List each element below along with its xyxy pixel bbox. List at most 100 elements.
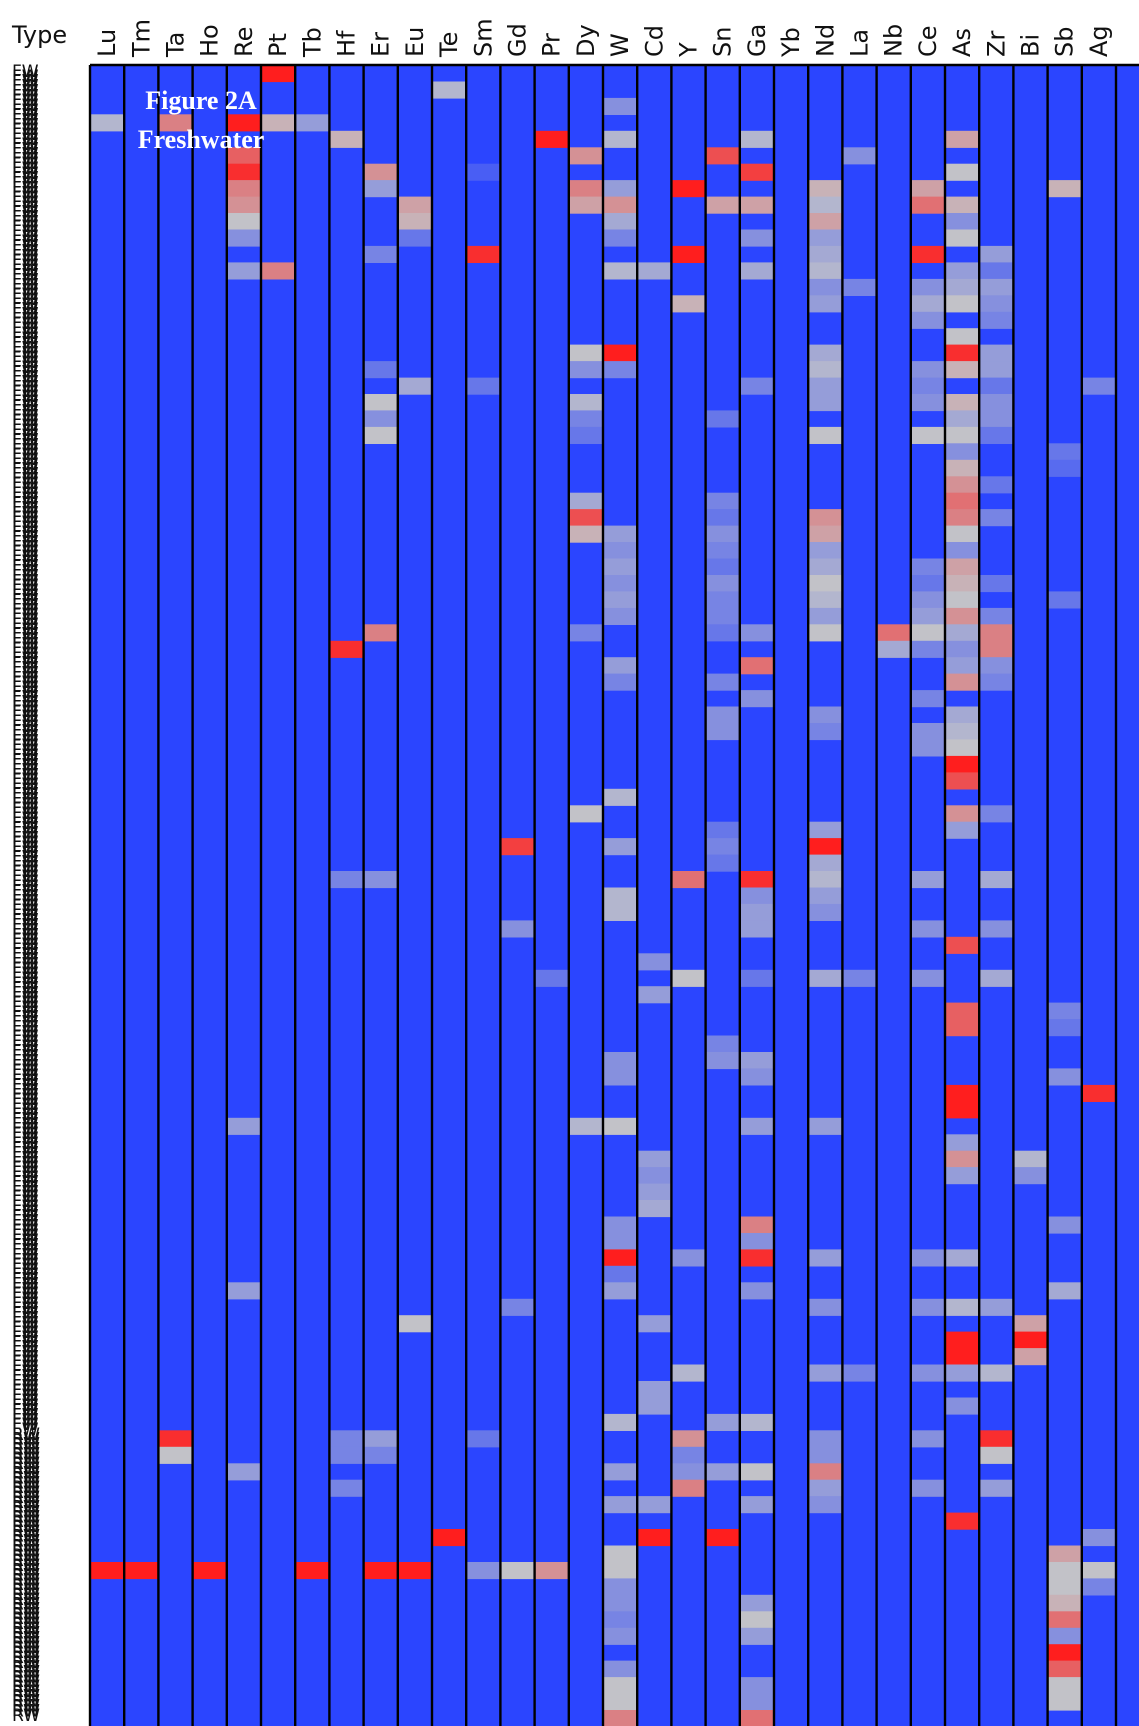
heatmap-cell bbox=[739, 1216, 774, 1234]
heatmap-cell bbox=[568, 147, 603, 165]
heatmap-cell bbox=[363, 180, 398, 198]
heatmap-cell bbox=[363, 871, 398, 889]
heatmap-cell bbox=[739, 887, 774, 905]
heatmap-cell bbox=[739, 871, 774, 889]
row-type-label: RW bbox=[12, 1590, 40, 1610]
column-label: Ag bbox=[1085, 25, 1113, 57]
heatmap-cell bbox=[671, 871, 706, 889]
row-type-label: FW bbox=[12, 707, 39, 727]
heatmap-cell bbox=[363, 426, 398, 444]
row-type-label: FW bbox=[12, 1241, 39, 1261]
heatmap-cell bbox=[705, 838, 740, 856]
row-type-label: FW bbox=[12, 1333, 39, 1353]
heatmap-cell bbox=[295, 1562, 330, 1580]
row-type-label: RW bbox=[12, 1638, 40, 1658]
heatmap-cell bbox=[808, 1117, 843, 1135]
heatmap-cell bbox=[945, 410, 980, 428]
heatmap-cell bbox=[1047, 1611, 1082, 1629]
row-type-label: FW bbox=[12, 974, 39, 994]
row-type-label: FW bbox=[12, 688, 39, 708]
row-type-label: FW bbox=[12, 586, 39, 606]
heatmap-cell bbox=[603, 1677, 638, 1695]
heatmap-cell bbox=[226, 262, 261, 280]
row-type-label: RW bbox=[12, 1575, 40, 1595]
column-label: W bbox=[606, 33, 634, 57]
row-type-label: FW bbox=[12, 334, 39, 354]
row-type-label: FW bbox=[12, 877, 39, 897]
row-type-label: FW bbox=[12, 111, 39, 131]
heatmap-cell bbox=[158, 114, 193, 132]
row-type-label: FW bbox=[12, 654, 39, 674]
column-label: As bbox=[948, 28, 976, 57]
heatmap-cell bbox=[705, 542, 740, 560]
row-type-label: FW bbox=[12, 1357, 39, 1377]
row-type-label: FW bbox=[12, 285, 39, 305]
row-type-label: FW bbox=[12, 125, 39, 145]
heatmap-cell bbox=[1047, 1644, 1082, 1662]
heatmap-cell bbox=[910, 920, 945, 938]
row-type-label: FW bbox=[12, 542, 39, 562]
row-type-label: FW bbox=[12, 1294, 39, 1314]
heatmap-cell bbox=[808, 591, 843, 609]
row-type-label: FW bbox=[12, 639, 39, 659]
heatmap-cell bbox=[739, 920, 774, 938]
row-type-label: FW bbox=[12, 1056, 39, 1076]
row-type-label: FW bbox=[12, 1216, 39, 1236]
heatmap-cell bbox=[705, 854, 740, 872]
heatmap-cell bbox=[603, 1233, 638, 1251]
heatmap-cell bbox=[705, 821, 740, 839]
row-type-label: FW bbox=[12, 130, 39, 150]
row-type-label: FW bbox=[12, 1066, 39, 1086]
heatmap-cell bbox=[671, 1430, 706, 1448]
row-type-label: FW bbox=[12, 86, 39, 106]
row-type-label: FW bbox=[12, 828, 39, 848]
row-type-label: FW bbox=[12, 726, 39, 746]
heatmap-cell bbox=[603, 1710, 638, 1726]
row-type-label: FW bbox=[12, 1221, 39, 1241]
heatmap-cell bbox=[945, 1364, 980, 1382]
heatmap-cell bbox=[671, 245, 706, 263]
row-type-label: RW bbox=[12, 1658, 40, 1678]
heatmap-cell bbox=[466, 1562, 501, 1580]
row-type-label: FW bbox=[12, 736, 39, 756]
row-type-label: FW bbox=[12, 1197, 39, 1217]
row-type-label: FW bbox=[12, 1032, 39, 1052]
row-type-label: FW bbox=[12, 474, 39, 494]
row-type-label: FW bbox=[12, 751, 39, 771]
row-type-label: FW bbox=[12, 198, 39, 218]
row-type-label: FW bbox=[12, 1173, 39, 1193]
row-type-label: FW bbox=[12, 1129, 39, 1149]
column-label: Sn bbox=[709, 27, 737, 57]
heatmap-cell bbox=[739, 1249, 774, 1267]
heatmap-cell bbox=[603, 196, 638, 214]
row-type-label: FW bbox=[12, 1284, 39, 1304]
row-type-label: FW bbox=[12, 1420, 39, 1440]
heatmap-cell bbox=[603, 1578, 638, 1596]
row-type-label: FW bbox=[12, 329, 39, 349]
heatmap-cell bbox=[979, 1446, 1014, 1464]
row-type-label: FW bbox=[12, 397, 39, 417]
heatmap-cell bbox=[808, 821, 843, 839]
column-label: Zr bbox=[982, 31, 1010, 57]
row-type-label: FW bbox=[12, 722, 39, 742]
heatmap-cell bbox=[500, 920, 535, 938]
heatmap-cell bbox=[808, 1479, 843, 1497]
heatmap-cell bbox=[329, 1446, 364, 1464]
heatmap-cell bbox=[1047, 591, 1082, 609]
heatmap-cell bbox=[979, 640, 1014, 658]
heatmap-cell bbox=[637, 953, 672, 971]
column-label: La bbox=[846, 29, 874, 57]
heatmap-cell bbox=[603, 1463, 638, 1481]
heatmap-cell bbox=[979, 624, 1014, 642]
heatmap-cell bbox=[603, 1052, 638, 1070]
row-type-label: FW bbox=[12, 1047, 39, 1067]
row-type-label: FW bbox=[12, 615, 39, 635]
row-type-label: FW bbox=[12, 256, 39, 276]
heatmap-cell bbox=[910, 1479, 945, 1497]
row-type-label: FW bbox=[12, 305, 39, 325]
heatmap-cell bbox=[808, 969, 843, 987]
row-type-label: RW bbox=[12, 1561, 40, 1581]
row-type-label: FW bbox=[12, 1323, 39, 1343]
heatmap-cell bbox=[226, 1282, 261, 1300]
row-type-label: FW bbox=[12, 1095, 39, 1115]
